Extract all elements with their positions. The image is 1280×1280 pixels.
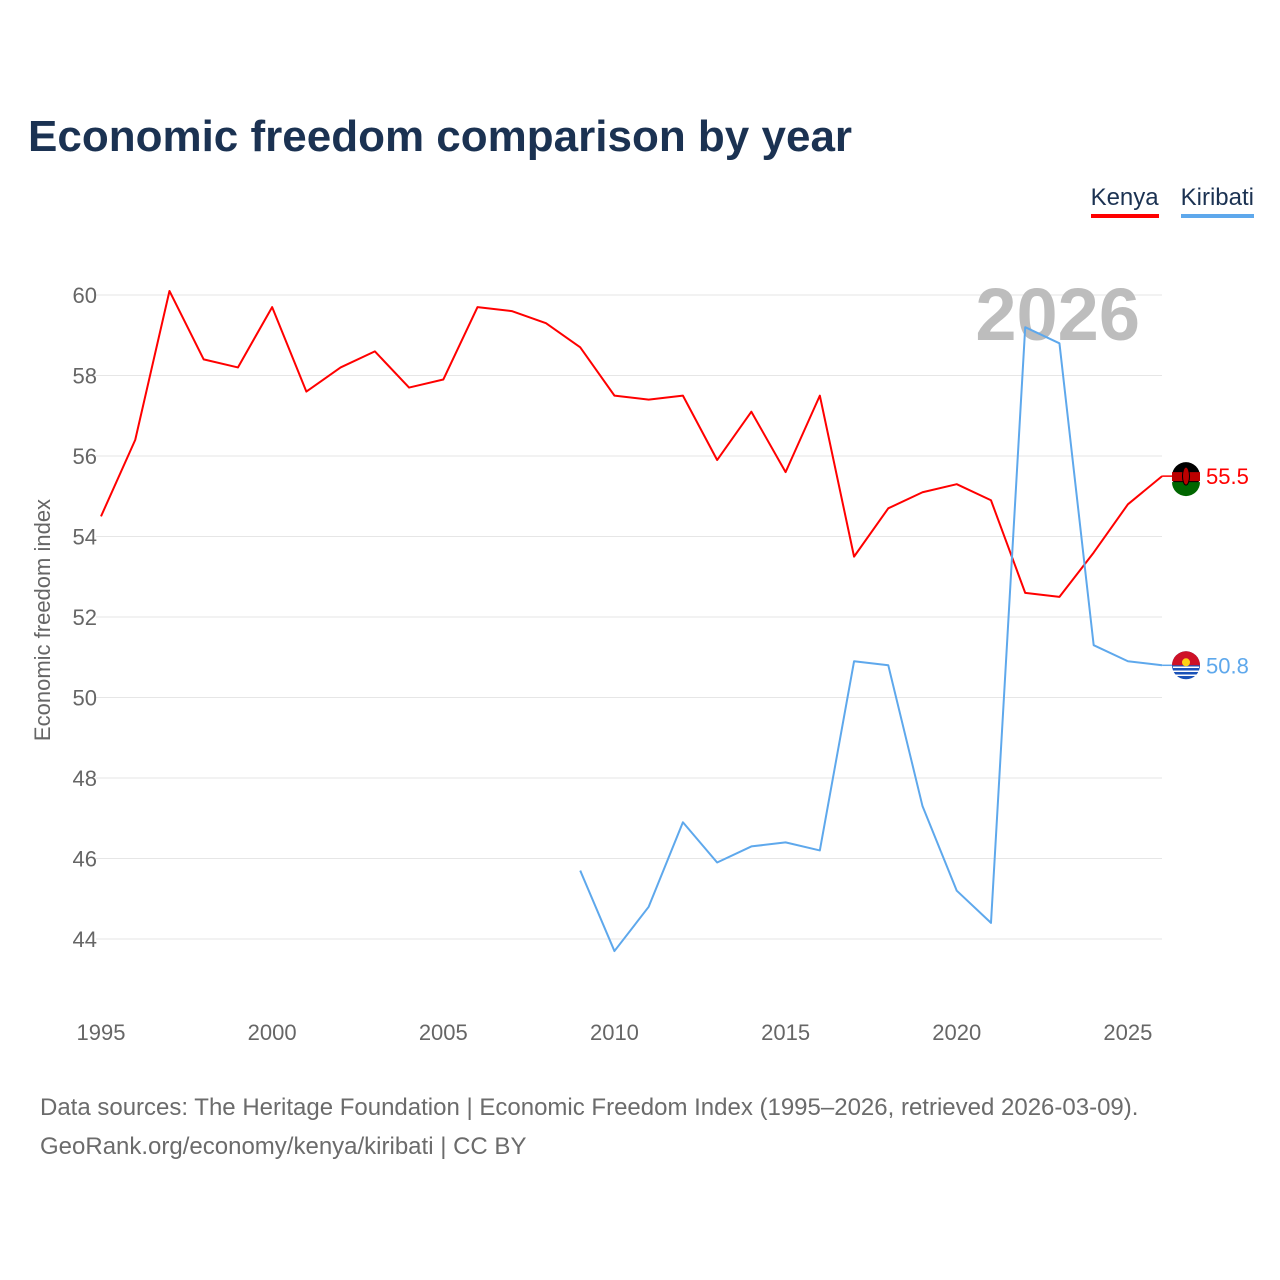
legend-kiribati[interactable]: Kiribati xyxy=(1180,184,1254,218)
footer: Data sources: The Heritage Foundation | … xyxy=(40,1088,1138,1166)
y-tick-label: 54 xyxy=(73,525,97,550)
kenya-flag-icon xyxy=(1182,466,1190,486)
end-value-label-kiribati: 50.8 xyxy=(1206,653,1249,678)
end-value-label-kenya: 55.5 xyxy=(1206,464,1249,489)
kenya-flag-icon xyxy=(1172,482,1200,497)
x-tick-label: 2020 xyxy=(932,1020,981,1045)
y-tick-label: 50 xyxy=(73,686,97,711)
footer-sources: Data sources: The Heritage Foundation | … xyxy=(40,1094,1139,1121)
y-tick-label: 58 xyxy=(73,364,97,389)
x-tick-label: 2015 xyxy=(761,1020,810,1045)
legend-kenya[interactable]: Kenya xyxy=(1090,184,1159,218)
footer-link[interactable]: GeoRank.org/economy/kenya/kiribati | CC … xyxy=(40,1133,527,1160)
series-line-kenya xyxy=(100,289,1163,598)
y-tick-label: 56 xyxy=(73,444,97,469)
y-tick-label: 46 xyxy=(73,847,97,872)
x-tick-label: 2005 xyxy=(419,1020,468,1045)
x-tick-label: 2025 xyxy=(1103,1020,1152,1045)
legend: Kenya Kiribati xyxy=(1090,184,1254,218)
y-tick-label: 48 xyxy=(73,766,97,791)
y-tick-label: 44 xyxy=(73,927,97,952)
chart-title: Economic freedom comparison by year xyxy=(28,112,853,161)
x-tick-label: 1995 xyxy=(77,1020,126,1045)
y-tick-label: 52 xyxy=(73,605,97,630)
series-line-kiribati xyxy=(579,326,1163,953)
x-tick-label: 2000 xyxy=(248,1020,297,1045)
y-axis-label: Economic freedom index xyxy=(30,499,55,741)
x-tick-label: 2010 xyxy=(590,1020,639,1045)
kiribati-flag-icon xyxy=(1182,658,1190,667)
y-tick-label: 60 xyxy=(73,283,97,308)
